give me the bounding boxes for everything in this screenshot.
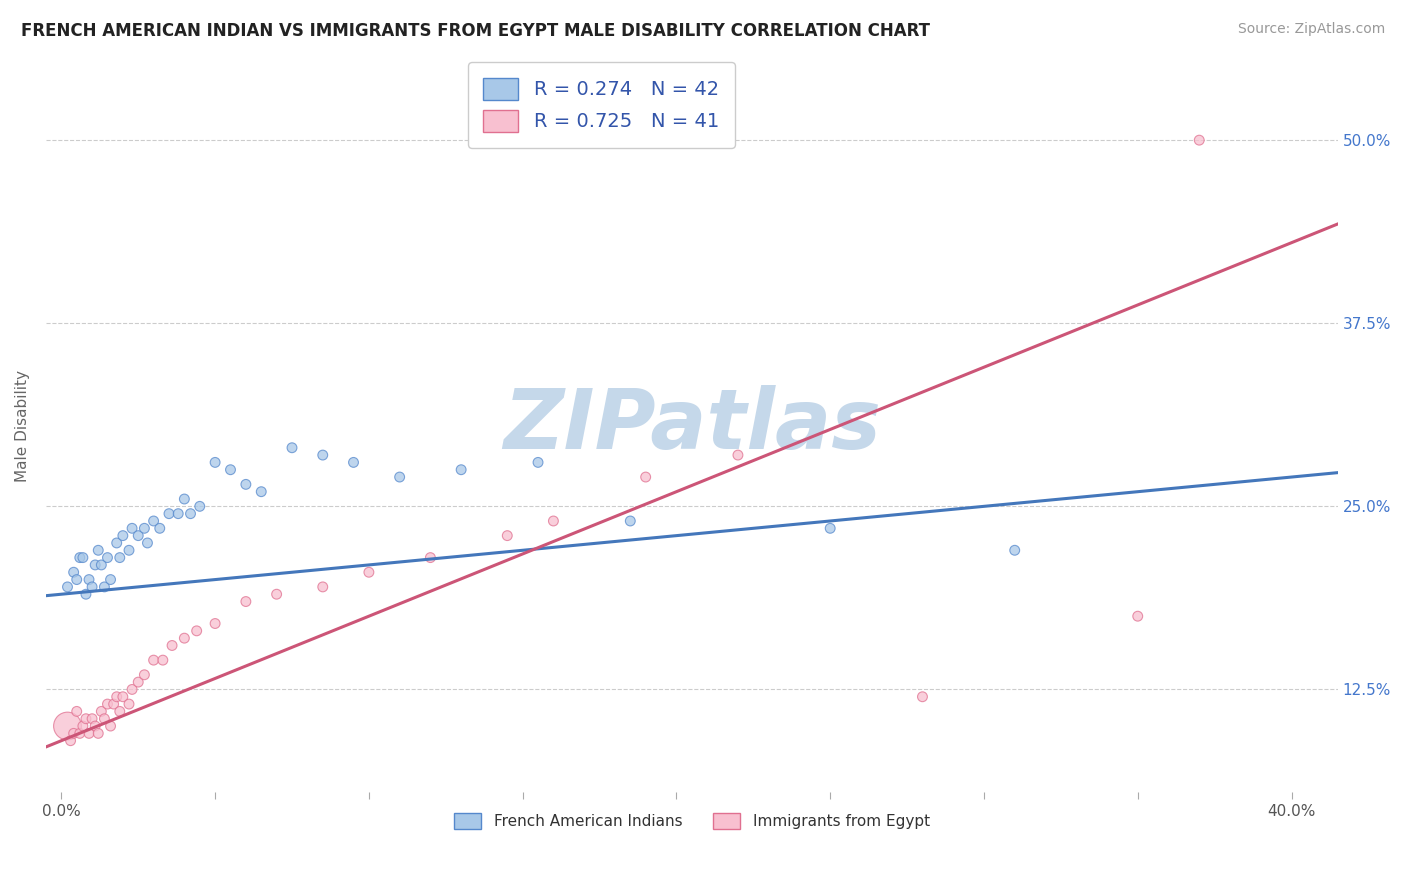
- Point: [108, 550, 131, 565]
- Point: [77, 726, 100, 740]
- Point: [496, 528, 519, 542]
- Point: [87, 543, 110, 558]
- Point: [173, 631, 195, 645]
- Point: [450, 463, 472, 477]
- Point: [72, 550, 94, 565]
- Point: [527, 455, 550, 469]
- Point: [142, 653, 165, 667]
- Point: [75, 587, 97, 601]
- Point: [818, 521, 841, 535]
- Point: [250, 484, 273, 499]
- Point: [59, 733, 82, 747]
- Point: [342, 455, 364, 469]
- Point: [93, 712, 115, 726]
- Point: [66, 705, 89, 719]
- Y-axis label: Male Disability: Male Disability: [15, 370, 30, 482]
- Point: [204, 616, 226, 631]
- Text: Source: ZipAtlas.com: Source: ZipAtlas.com: [1237, 22, 1385, 37]
- Point: [357, 566, 380, 580]
- Point: [121, 682, 143, 697]
- Point: [69, 550, 91, 565]
- Point: [388, 470, 411, 484]
- Point: [281, 441, 304, 455]
- Point: [108, 705, 131, 719]
- Point: [118, 697, 141, 711]
- Point: [90, 705, 112, 719]
- Point: [87, 726, 110, 740]
- Point: [634, 470, 657, 484]
- Point: [103, 697, 125, 711]
- Text: ZIPatlas: ZIPatlas: [503, 385, 880, 467]
- Point: [82, 580, 104, 594]
- Point: [100, 719, 122, 733]
- Point: [56, 719, 79, 733]
- Point: [180, 507, 202, 521]
- Point: [911, 690, 934, 704]
- Point: [727, 448, 749, 462]
- Point: [90, 558, 112, 572]
- Point: [93, 580, 115, 594]
- Point: [235, 477, 257, 491]
- Legend: French American Indians, Immigrants from Egypt: French American Indians, Immigrants from…: [449, 807, 936, 836]
- Point: [127, 675, 149, 690]
- Point: [96, 550, 118, 565]
- Point: [1126, 609, 1149, 624]
- Point: [1004, 543, 1026, 558]
- Point: [62, 726, 84, 740]
- Text: FRENCH AMERICAN INDIAN VS IMMIGRANTS FROM EGYPT MALE DISABILITY CORRELATION CHAR: FRENCH AMERICAN INDIAN VS IMMIGRANTS FRO…: [21, 22, 931, 40]
- Point: [118, 543, 141, 558]
- Point: [136, 536, 159, 550]
- Point: [77, 573, 100, 587]
- Point: [167, 507, 190, 521]
- Point: [1188, 133, 1211, 147]
- Point: [82, 712, 104, 726]
- Point: [186, 624, 208, 638]
- Point: [134, 667, 156, 681]
- Point: [84, 558, 107, 572]
- Point: [142, 514, 165, 528]
- Point: [69, 726, 91, 740]
- Point: [121, 521, 143, 535]
- Point: [84, 719, 107, 733]
- Point: [312, 580, 335, 594]
- Point: [204, 455, 226, 469]
- Point: [66, 573, 89, 587]
- Point: [619, 514, 641, 528]
- Point: [160, 639, 183, 653]
- Point: [111, 528, 134, 542]
- Point: [235, 594, 257, 608]
- Point: [96, 697, 118, 711]
- Point: [312, 448, 335, 462]
- Point: [56, 580, 79, 594]
- Point: [134, 521, 156, 535]
- Point: [188, 500, 211, 514]
- Point: [100, 573, 122, 587]
- Point: [127, 528, 149, 542]
- Point: [173, 491, 195, 506]
- Point: [62, 566, 84, 580]
- Point: [543, 514, 565, 528]
- Point: [219, 463, 242, 477]
- Point: [72, 719, 94, 733]
- Point: [149, 521, 172, 535]
- Point: [419, 550, 441, 565]
- Point: [157, 507, 180, 521]
- Point: [266, 587, 288, 601]
- Point: [105, 690, 128, 704]
- Point: [111, 690, 134, 704]
- Point: [105, 536, 128, 550]
- Point: [152, 653, 174, 667]
- Point: [75, 712, 97, 726]
